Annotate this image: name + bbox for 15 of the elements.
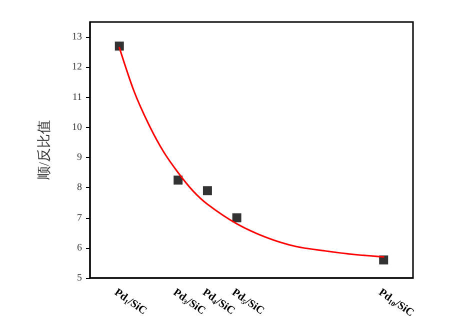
y-tick-label: 6 <box>77 242 82 254</box>
y-tick-label: 13 <box>72 32 82 43</box>
point <box>379 255 388 264</box>
point <box>174 176 183 185</box>
y-tick-label: 5 <box>77 272 82 284</box>
point <box>114 42 124 51</box>
y-tick-label: 11 <box>72 92 82 103</box>
y-tick-label: 9 <box>77 152 82 164</box>
y-tick-label: 8 <box>77 182 82 194</box>
y-tick-label: 7 <box>77 212 82 224</box>
y-tick-label: 10 <box>72 122 82 133</box>
point <box>232 213 242 222</box>
point <box>202 186 212 196</box>
y-tick-label: 12 <box>72 62 82 73</box>
y-axis-title: 顺/反比值 <box>36 120 52 180</box>
